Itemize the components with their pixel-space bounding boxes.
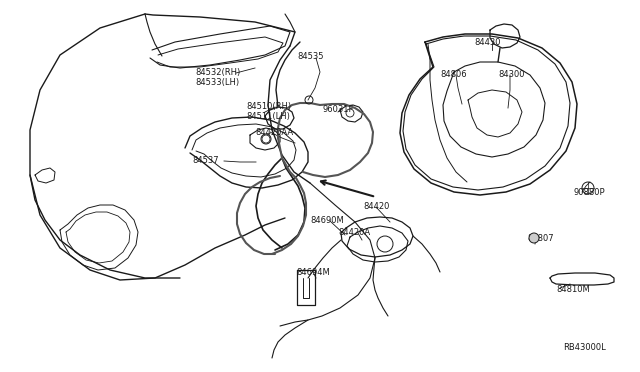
Text: 84810M: 84810M	[556, 285, 589, 294]
Text: 84690M: 84690M	[310, 216, 344, 225]
Text: 84420AA: 84420AA	[255, 128, 293, 137]
Text: 84806: 84806	[440, 70, 467, 79]
Text: 84300: 84300	[498, 70, 525, 79]
Circle shape	[529, 233, 539, 243]
Text: 84537: 84537	[192, 156, 219, 165]
Text: 84532(RH): 84532(RH)	[195, 68, 240, 77]
Text: 84807: 84807	[527, 234, 554, 243]
Text: RB43000L: RB43000L	[563, 343, 605, 352]
Text: 84694M: 84694M	[296, 268, 330, 277]
Text: 84510(RH): 84510(RH)	[246, 102, 291, 111]
Text: 84430: 84430	[474, 38, 500, 47]
Text: 84420A: 84420A	[338, 228, 370, 237]
Text: 84511(LH): 84511(LH)	[246, 112, 290, 121]
Text: 96031F: 96031F	[323, 105, 355, 114]
Text: 84420: 84420	[363, 202, 389, 211]
Text: 84533(LH): 84533(LH)	[195, 78, 239, 87]
Text: 90880P: 90880P	[574, 188, 605, 197]
Text: 84535: 84535	[297, 52, 323, 61]
